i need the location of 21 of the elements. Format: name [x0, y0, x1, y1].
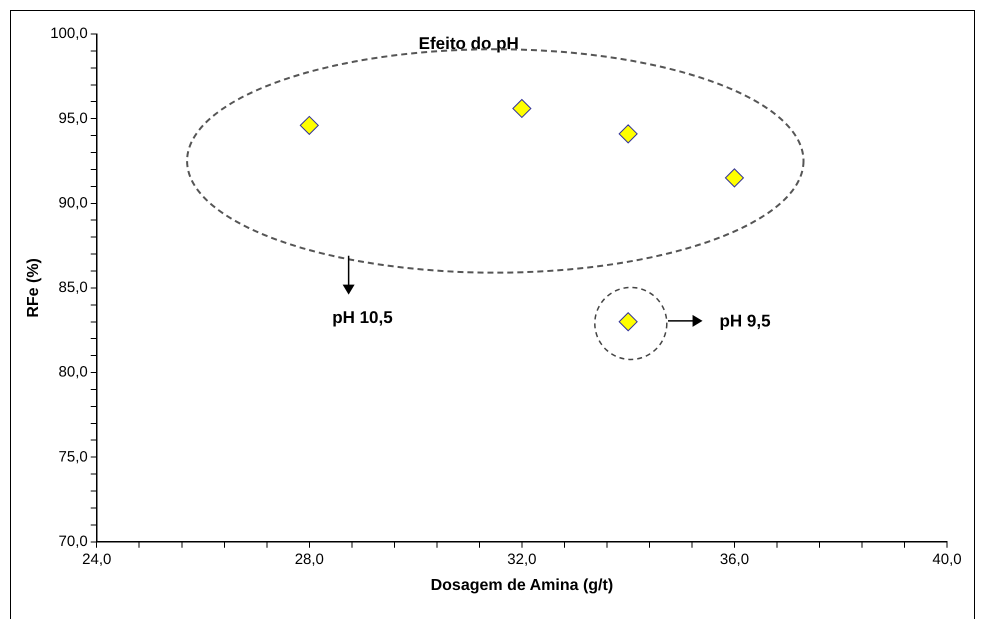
- y-tick-label: 95,0: [58, 110, 88, 127]
- annotation: Efeito do pH: [418, 34, 519, 53]
- y-tick-label: 100,0: [50, 25, 88, 42]
- x-tick-label: 28,0: [294, 550, 324, 568]
- point: [300, 116, 319, 135]
- x-tick-label: 40,0: [932, 550, 962, 568]
- annotation: pH 10,5: [332, 308, 393, 328]
- y-tick-label: 90,0: [58, 194, 88, 212]
- x-tick-label: 32,0: [507, 550, 536, 568]
- point: [618, 124, 638, 144]
- y-axis-title: RFe (%): [25, 258, 42, 318]
- point: [724, 168, 744, 188]
- point: [512, 98, 532, 118]
- y-tick-label: 75,0: [58, 448, 88, 466]
- y-tick-label: 80,0: [58, 364, 88, 381]
- y-tick-label: 70,0: [58, 532, 88, 550]
- x-tick-label: 24,0: [82, 550, 112, 568]
- x-axis-title: Dosagem de Amina (g/t): [430, 576, 614, 594]
- annotation: pH 9,5: [720, 311, 771, 330]
- y-tick-label: 85,0: [58, 279, 88, 296]
- x-tick-label: 36,0: [720, 550, 750, 568]
